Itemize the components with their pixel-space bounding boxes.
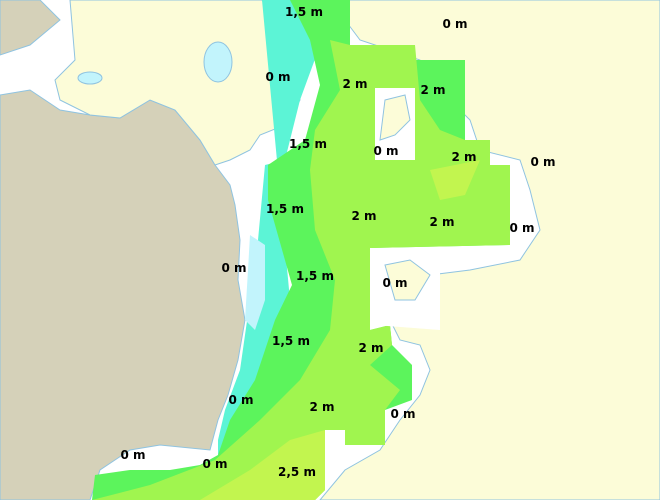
depth-label: 2 m <box>429 215 455 229</box>
depth-label: 2 m <box>342 77 368 91</box>
island <box>384 259 431 301</box>
depth-label: 2 m <box>309 400 335 414</box>
depth-label: 0 m <box>530 155 556 169</box>
depth-2-5-zone <box>200 160 480 500</box>
island <box>379 94 411 141</box>
depth-1-zone <box>218 0 322 480</box>
depth-label: 1,5 m <box>296 269 334 283</box>
depth-label: 0 m <box>221 261 247 275</box>
depth-label: 2 m <box>358 341 384 355</box>
depth-label: 0 m <box>390 407 416 421</box>
depth-label: 0 m <box>265 70 291 84</box>
depth-label: 0 m <box>509 221 535 235</box>
depth-label: 1,5 m <box>285 5 323 19</box>
depth-label: 0 m <box>442 17 468 31</box>
depth-label: 2 m <box>451 150 477 164</box>
depth-label: 0 m <box>228 393 254 407</box>
depth-label: 1,5 m <box>289 137 327 151</box>
depth-label: 0 m <box>373 144 399 158</box>
lake <box>203 41 233 83</box>
depth-label: 0 m <box>382 276 408 290</box>
depth-0-5-zone <box>245 235 265 330</box>
depth-label: 2 m <box>420 83 446 97</box>
depth-label: 2 m <box>351 209 377 223</box>
lake <box>77 71 103 85</box>
depth-label: 2,5 m <box>278 465 316 479</box>
depth-label: 1,5 m <box>272 334 310 348</box>
depth-label: 0 m <box>202 457 228 471</box>
depth-label: 0 m <box>120 448 146 462</box>
depth-label: 1,5 m <box>266 202 304 216</box>
